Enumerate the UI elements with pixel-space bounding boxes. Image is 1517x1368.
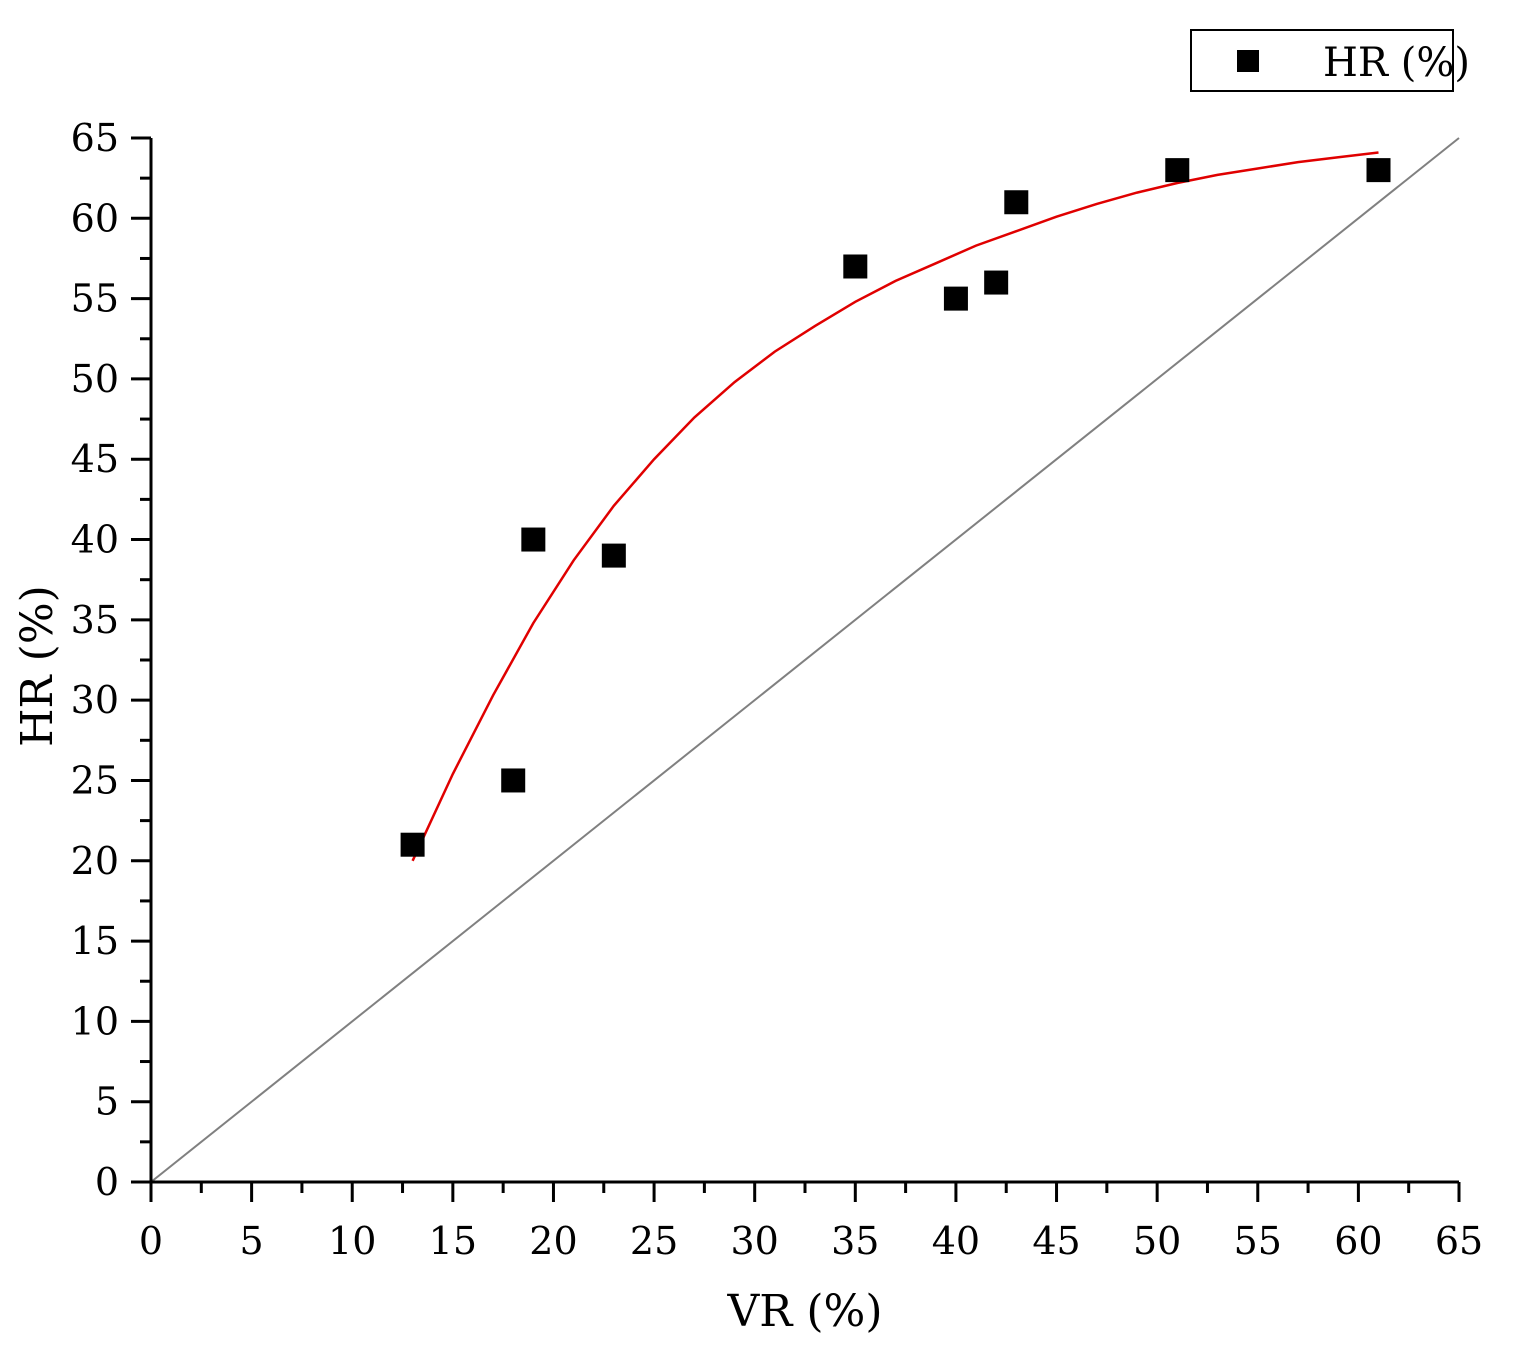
data-point [1366, 158, 1391, 183]
y-tick-label: 60 [71, 196, 119, 240]
y-tick-label: 25 [71, 758, 119, 802]
x-tick-label: 30 [731, 1219, 779, 1263]
x-tick-label: 5 [240, 1219, 264, 1263]
x-axis-title: VR (%) [726, 1286, 882, 1337]
points-layer [400, 158, 1391, 857]
x-tick-label: 20 [529, 1219, 577, 1263]
legend-marker [1237, 50, 1259, 72]
data-point [843, 254, 868, 279]
legend-box [1190, 29, 1454, 92]
x-tick-label: 10 [328, 1219, 376, 1263]
y-tick-label: 0 [95, 1160, 119, 1204]
x-tick-label: 25 [630, 1219, 678, 1263]
y-tick-label: 50 [71, 357, 119, 401]
ticks-layer: 0 5 10 15 20 25 30 35 40 45 50 55 60 65 0 5 10 15 20 25 30 35… [71, 116, 1484, 1263]
y-tick-label: 30 [71, 678, 119, 722]
y-tick-label: 35 [71, 598, 119, 642]
x-tick-label: 60 [1334, 1219, 1382, 1263]
data-point [521, 527, 546, 552]
x-tick-label: 45 [1032, 1219, 1080, 1263]
x-tick-label: 65 [1435, 1219, 1483, 1263]
data-point [501, 768, 526, 793]
data-point [943, 286, 968, 311]
x-tick-label: 0 [139, 1219, 163, 1263]
y-tick-label: 5 [95, 1080, 119, 1124]
y-tick-label: 10 [71, 999, 119, 1043]
data-point [1004, 190, 1029, 215]
y-tick-label: 15 [71, 919, 119, 963]
y-tick-label: 45 [71, 437, 119, 481]
data-point [984, 270, 1009, 295]
data-point [601, 543, 626, 568]
data-point [400, 832, 425, 857]
lines-layer [150, 137, 1460, 1183]
legend: HR (%) [1190, 29, 1470, 92]
data-point [1165, 158, 1190, 183]
x-tick-label: 50 [1133, 1219, 1181, 1263]
x-tick-label: 55 [1234, 1219, 1282, 1263]
reference-line [150, 137, 1460, 1183]
y-tick-label: 55 [71, 277, 119, 321]
fit-curve [411, 151, 1379, 862]
y-axis-title: HR (%) [12, 585, 63, 747]
y-tick-label: 20 [71, 839, 119, 883]
legend-label: HR (%) [1323, 40, 1470, 86]
x-tick-label: 40 [932, 1219, 980, 1263]
y-tick-label: 65 [71, 116, 119, 160]
x-tick-label: 35 [831, 1219, 879, 1263]
y-tick-label: 40 [71, 518, 119, 562]
x-tick-label: 15 [429, 1219, 477, 1263]
